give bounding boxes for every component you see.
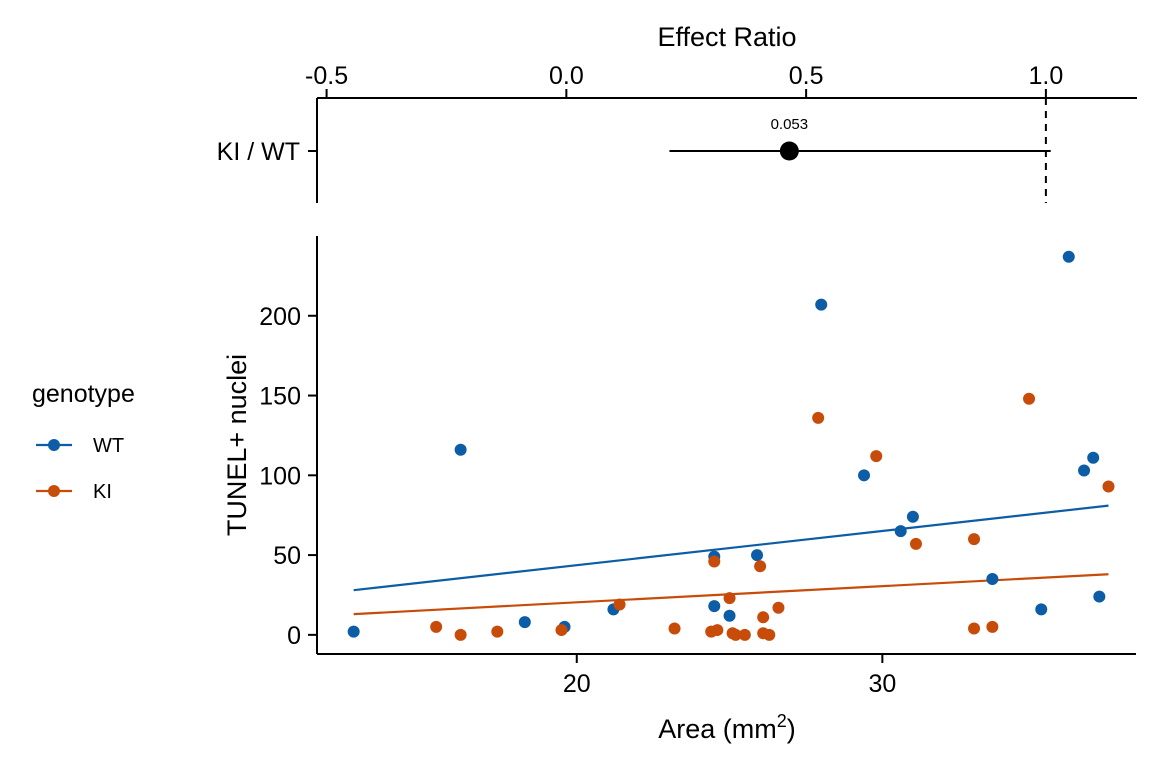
data-point-wt bbox=[894, 525, 907, 538]
data-point-wt bbox=[454, 443, 467, 456]
legend-marker-ki bbox=[48, 485, 60, 497]
trend-line-wt bbox=[353, 504, 1109, 592]
p-value-label: 0.053 bbox=[771, 116, 809, 133]
legend: genotype WT KI bbox=[32, 380, 135, 503]
forest-row-label: KI / WT bbox=[217, 138, 300, 166]
data-point-ki bbox=[870, 450, 883, 463]
data-point-wt bbox=[858, 469, 871, 482]
scatter-y-axis-title: TUNEL+ nuclei bbox=[222, 354, 252, 536]
data-point-ki bbox=[708, 555, 721, 568]
data-point-ki bbox=[968, 622, 981, 635]
legend-label-wt: WT bbox=[93, 435, 124, 457]
scatter-y-tick-label: 0 bbox=[287, 622, 301, 650]
legend-title: genotype bbox=[32, 380, 135, 408]
data-point-ki bbox=[430, 620, 443, 633]
scatter-x-axis-title: Area (mm2) bbox=[658, 711, 796, 744]
forest-rows: KI / WT 0.053 bbox=[217, 116, 1051, 166]
scatter-x-tick-label: 30 bbox=[868, 670, 896, 698]
data-point-ki bbox=[757, 611, 770, 624]
data-point-ki bbox=[968, 533, 981, 546]
data-point-wt bbox=[986, 573, 999, 586]
forest-x-tick-label: 1.0 bbox=[1029, 62, 1064, 90]
data-point-wt bbox=[347, 625, 360, 638]
data-point-ki bbox=[555, 624, 568, 637]
scatter-points bbox=[347, 250, 1115, 641]
data-point-wt bbox=[1087, 451, 1100, 464]
data-point-ki bbox=[668, 622, 681, 635]
data-point-ki bbox=[754, 560, 767, 573]
data-point-ki bbox=[772, 601, 785, 614]
data-point-ki bbox=[986, 620, 999, 633]
scatter-y-tick-label: 150 bbox=[259, 383, 301, 411]
scatter-y-ticks: 0 50 100 150 200 bbox=[259, 303, 317, 650]
data-point-wt bbox=[1078, 464, 1091, 477]
forest-x-tick-label: 0.5 bbox=[789, 62, 824, 90]
effect-estimate-point bbox=[779, 141, 799, 161]
forest-x-tick-label: -0.5 bbox=[305, 62, 348, 90]
data-point-ki bbox=[613, 598, 626, 611]
data-point-ki bbox=[738, 628, 751, 641]
data-point-ki bbox=[454, 628, 467, 641]
scatter-y-tick-label: 200 bbox=[259, 303, 301, 331]
data-point-wt bbox=[708, 600, 721, 613]
legend-item-ki: KI bbox=[36, 481, 112, 503]
scatter-y-tick-label: 50 bbox=[273, 542, 301, 570]
data-point-ki bbox=[491, 625, 504, 638]
data-point-wt bbox=[815, 298, 828, 311]
data-point-ki bbox=[723, 592, 736, 605]
scatter-x-ticks: 20 30 bbox=[563, 654, 896, 698]
data-point-ki bbox=[909, 537, 922, 550]
data-point-wt bbox=[723, 609, 736, 622]
legend-marker-wt bbox=[48, 439, 60, 451]
data-point-wt bbox=[906, 510, 919, 523]
data-point-wt bbox=[1093, 590, 1106, 603]
data-point-ki bbox=[1023, 392, 1036, 405]
forest-x-axis-title: Effect Ratio bbox=[657, 22, 796, 52]
data-point-wt bbox=[1035, 603, 1048, 616]
scatter-x-tick-label: 20 bbox=[563, 670, 591, 698]
legend-label-ki: KI bbox=[93, 481, 112, 503]
data-point-ki bbox=[711, 624, 724, 637]
data-point-ki bbox=[763, 628, 776, 641]
data-point-ki bbox=[1102, 480, 1115, 493]
data-point-wt bbox=[1062, 250, 1075, 263]
forest-panel: Effect Ratio -0.5 0.0 0.5 1.0 KI / WT 0.053 bbox=[217, 22, 1137, 203]
legend-item-wt: WT bbox=[36, 435, 124, 457]
data-point-ki bbox=[812, 411, 825, 424]
forest-x-tick-label: 0.0 bbox=[549, 62, 584, 90]
data-point-wt bbox=[751, 549, 764, 562]
legend-items: WT KI bbox=[36, 435, 124, 503]
data-point-ki bbox=[729, 628, 742, 641]
scatter-y-tick-label: 100 bbox=[259, 462, 301, 490]
data-point-wt bbox=[518, 616, 531, 629]
forest-x-ticks: -0.5 0.0 0.5 1.0 bbox=[305, 62, 1063, 98]
